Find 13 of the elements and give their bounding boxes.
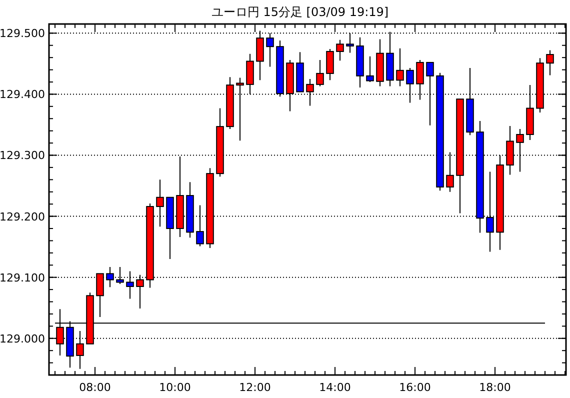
y-tick-label: 129.500 xyxy=(0,27,45,40)
y-tick-label: 129.400 xyxy=(0,88,45,102)
x-tick-label: 16:00 xyxy=(399,381,431,394)
y-tick-label: 129.000 xyxy=(0,332,45,346)
x-tick-label: 18:00 xyxy=(479,381,511,394)
y-tick-label: 129.300 xyxy=(0,149,45,162)
x-tick-label: 12:00 xyxy=(239,381,271,394)
x-tick-label: 14:00 xyxy=(319,381,351,394)
x-tick-label: 10:00 xyxy=(159,381,191,394)
y-tick-label: 129.100 xyxy=(0,271,45,284)
x-tick-label: 08:00 xyxy=(79,381,111,394)
y-tick-label: 129.200 xyxy=(0,210,45,224)
chart-title: ユーロ円 15分足 [03/09 19:19] xyxy=(211,5,389,19)
